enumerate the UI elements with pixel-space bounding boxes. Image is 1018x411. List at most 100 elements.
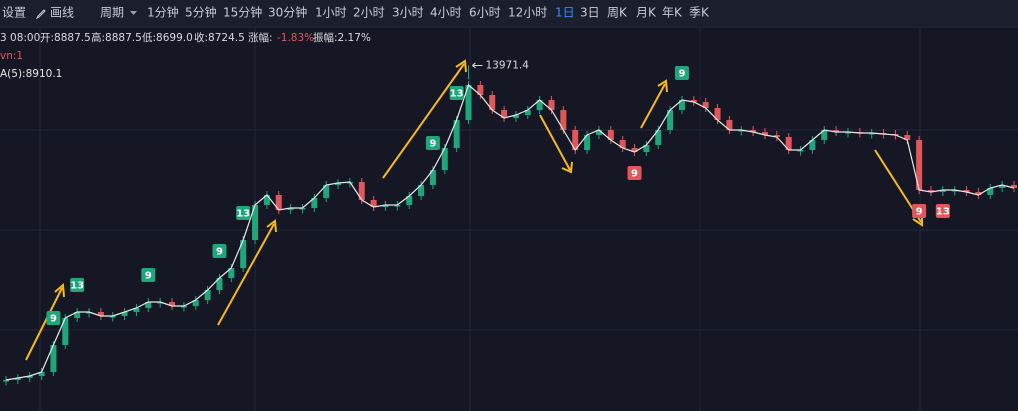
interval-button[interactable]: 4小时 <box>430 6 462 20</box>
interval-button[interactable]: 年K <box>662 6 683 20</box>
draw-button[interactable]: 画线 <box>50 6 74 20</box>
interval-button[interactable]: 30分钟 <box>268 5 307 20</box>
candle <box>216 278 223 291</box>
interval-button[interactable]: 1小时 <box>315 6 347 20</box>
candle <box>465 85 472 121</box>
candle <box>536 100 543 111</box>
candle <box>441 148 448 170</box>
signal-marker <box>70 277 85 292</box>
candle <box>121 311 128 316</box>
peak-arrow <box>472 62 483 69</box>
change-value: -1.83% <box>277 32 314 44</box>
candle <box>999 185 1006 189</box>
trend-arrow <box>382 59 467 179</box>
candle <box>133 308 140 312</box>
candle <box>904 135 911 140</box>
ma-line <box>5 83 1015 381</box>
candle <box>382 204 389 207</box>
signal-label: 9 <box>145 271 152 282</box>
interval-button[interactable]: 周K <box>607 6 628 20</box>
interval-button[interactable]: 1分钟 <box>147 5 179 20</box>
candle <box>418 185 425 197</box>
candle <box>38 371 45 377</box>
candle <box>263 195 270 205</box>
interval-button[interactable]: 12小时 <box>508 6 547 20</box>
interval-button[interactable]: 3日 <box>580 6 600 20</box>
candle <box>643 145 650 153</box>
settings-button[interactable]: 设置 <box>2 6 26 20</box>
candle <box>761 132 768 136</box>
candle <box>501 110 508 119</box>
signal-marker <box>912 204 927 219</box>
candle <box>299 208 306 210</box>
candle <box>74 311 81 319</box>
candle <box>833 130 840 133</box>
candle <box>192 299 199 307</box>
candle <box>702 102 709 109</box>
change-label: 涨幅: <box>248 31 273 44</box>
interval-button[interactable]: 15分钟 <box>223 5 262 20</box>
candle <box>927 190 934 193</box>
signal-label: 9 <box>50 314 57 325</box>
candle <box>97 311 104 316</box>
candle <box>512 115 519 119</box>
signal-marker <box>212 244 227 259</box>
interval-button[interactable]: 6小时 <box>469 6 501 20</box>
interval-button[interactable]: 2小时 <box>353 6 385 20</box>
candle <box>844 132 851 134</box>
candle <box>975 192 982 196</box>
candle <box>50 345 57 372</box>
signal-marker <box>627 166 642 181</box>
candle <box>204 290 211 300</box>
candle <box>394 204 401 207</box>
interval-button[interactable]: 5分钟 <box>185 5 217 20</box>
candle <box>750 130 757 133</box>
candle <box>240 239 247 269</box>
candle <box>169 302 176 307</box>
candle <box>323 185 330 198</box>
signal-label: 9 <box>631 169 638 180</box>
candle <box>631 148 638 153</box>
candle <box>228 268 235 279</box>
candle <box>311 197 318 209</box>
signal-label: 9 <box>429 138 436 149</box>
candle <box>14 378 21 381</box>
interval-button[interactable]: 季K <box>689 6 710 20</box>
candle <box>157 302 164 304</box>
candle <box>584 135 591 151</box>
candle <box>26 376 33 379</box>
candle <box>406 196 413 205</box>
candle <box>524 110 531 116</box>
ohlc-item: 高:8887.5 <box>91 31 142 44</box>
candle <box>370 199 377 207</box>
candle <box>868 132 875 135</box>
candle <box>607 130 614 140</box>
toolbar-bg <box>0 0 1018 27</box>
candle <box>560 110 567 131</box>
candle <box>678 100 685 111</box>
candle <box>963 190 970 193</box>
interval-button[interactable]: 3小时 <box>392 6 424 20</box>
indicator-label: vn:1 <box>0 50 23 62</box>
candle <box>62 318 69 346</box>
ohlc-item: 低:8699.0 <box>142 31 193 44</box>
interval-button[interactable]: 1日 <box>555 6 575 20</box>
candle <box>809 139 816 151</box>
candle <box>180 306 187 308</box>
candle <box>477 85 484 96</box>
signal-label: 13 <box>936 207 950 218</box>
interval-button[interactable]: 月K <box>636 6 657 20</box>
signal-marker <box>236 205 251 220</box>
dropdown-caret <box>130 11 137 15</box>
trend-arrow <box>217 219 277 326</box>
candle <box>287 208 294 211</box>
candle <box>489 95 496 111</box>
trend-arrow <box>25 282 65 361</box>
ohlc-item: 开:8887.5 <box>40 32 91 44</box>
period-menu[interactable]: 周期 <box>100 6 124 20</box>
candle <box>572 130 579 151</box>
signal-label: 9 <box>678 69 685 80</box>
candle <box>252 204 259 240</box>
candle <box>714 108 721 121</box>
